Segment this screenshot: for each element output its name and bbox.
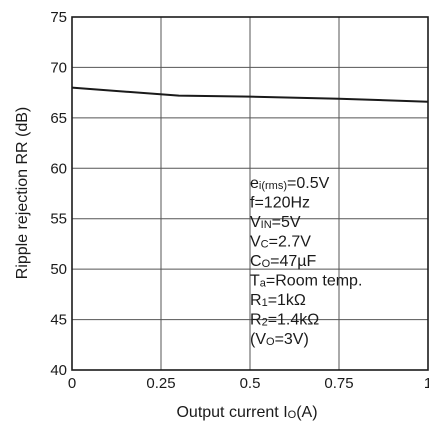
y-tick-label: 55 [50, 211, 67, 228]
y-tick-label: 60 [50, 160, 67, 177]
y-tick-label: 70 [50, 59, 67, 76]
x-axis-label-sub: O [288, 409, 297, 421]
y-tick-label: 40 [50, 362, 67, 379]
annotation-line: ei(rms)=0.5V [250, 175, 330, 192]
annotation-line: f=120Hz [250, 195, 310, 212]
x-tick-label: 0 [68, 375, 76, 392]
series-line-0 [71, 86, 429, 103]
conditions-annotation: ei(rms)=0.5V f=120Hz VIN=5V VC=2.7V CO=47µF T… [250, 175, 362, 348]
y-tick-label: 45 [50, 312, 67, 329]
x-axis-label: Output current IO(A) [176, 404, 317, 421]
y-tick-label: 75 [50, 9, 67, 26]
x-tick-label: 0.25 [146, 375, 175, 392]
x-tick-label: 0.5 [240, 375, 261, 392]
x-axis-label-main: Output current I [176, 404, 287, 421]
x-tick-label: 1 [424, 375, 429, 392]
annotation-line: CO=47µF [250, 253, 316, 270]
y-tick-label: 65 [50, 110, 67, 127]
grid-lines [72, 17, 428, 370]
x-axis-label-unit: (A) [296, 404, 317, 421]
annotation-line: VIN=5V [250, 214, 301, 231]
y-axis-label: Ripple rejection RR (dB) [14, 107, 31, 280]
annotation-line: (VO=3V) [250, 331, 309, 348]
x-tick-label: 0.75 [324, 375, 353, 392]
y-tick-label: 50 [50, 261, 67, 278]
annotation-line: VC=2.7V [250, 234, 311, 251]
annotation-line: R1=1kΩ [250, 292, 306, 309]
annotation-line: R2=1.4kΩ [250, 312, 319, 329]
series-layer [71, 86, 429, 103]
annotation-line: Ta=Room temp. [250, 273, 362, 290]
plot-frame [71, 16, 429, 371]
y-tick-labels: 40 45 50 55 60 65 70 75 [50, 9, 67, 379]
x-tick-labels: 0 0.25 0.5 0.75 1 [68, 375, 429, 392]
